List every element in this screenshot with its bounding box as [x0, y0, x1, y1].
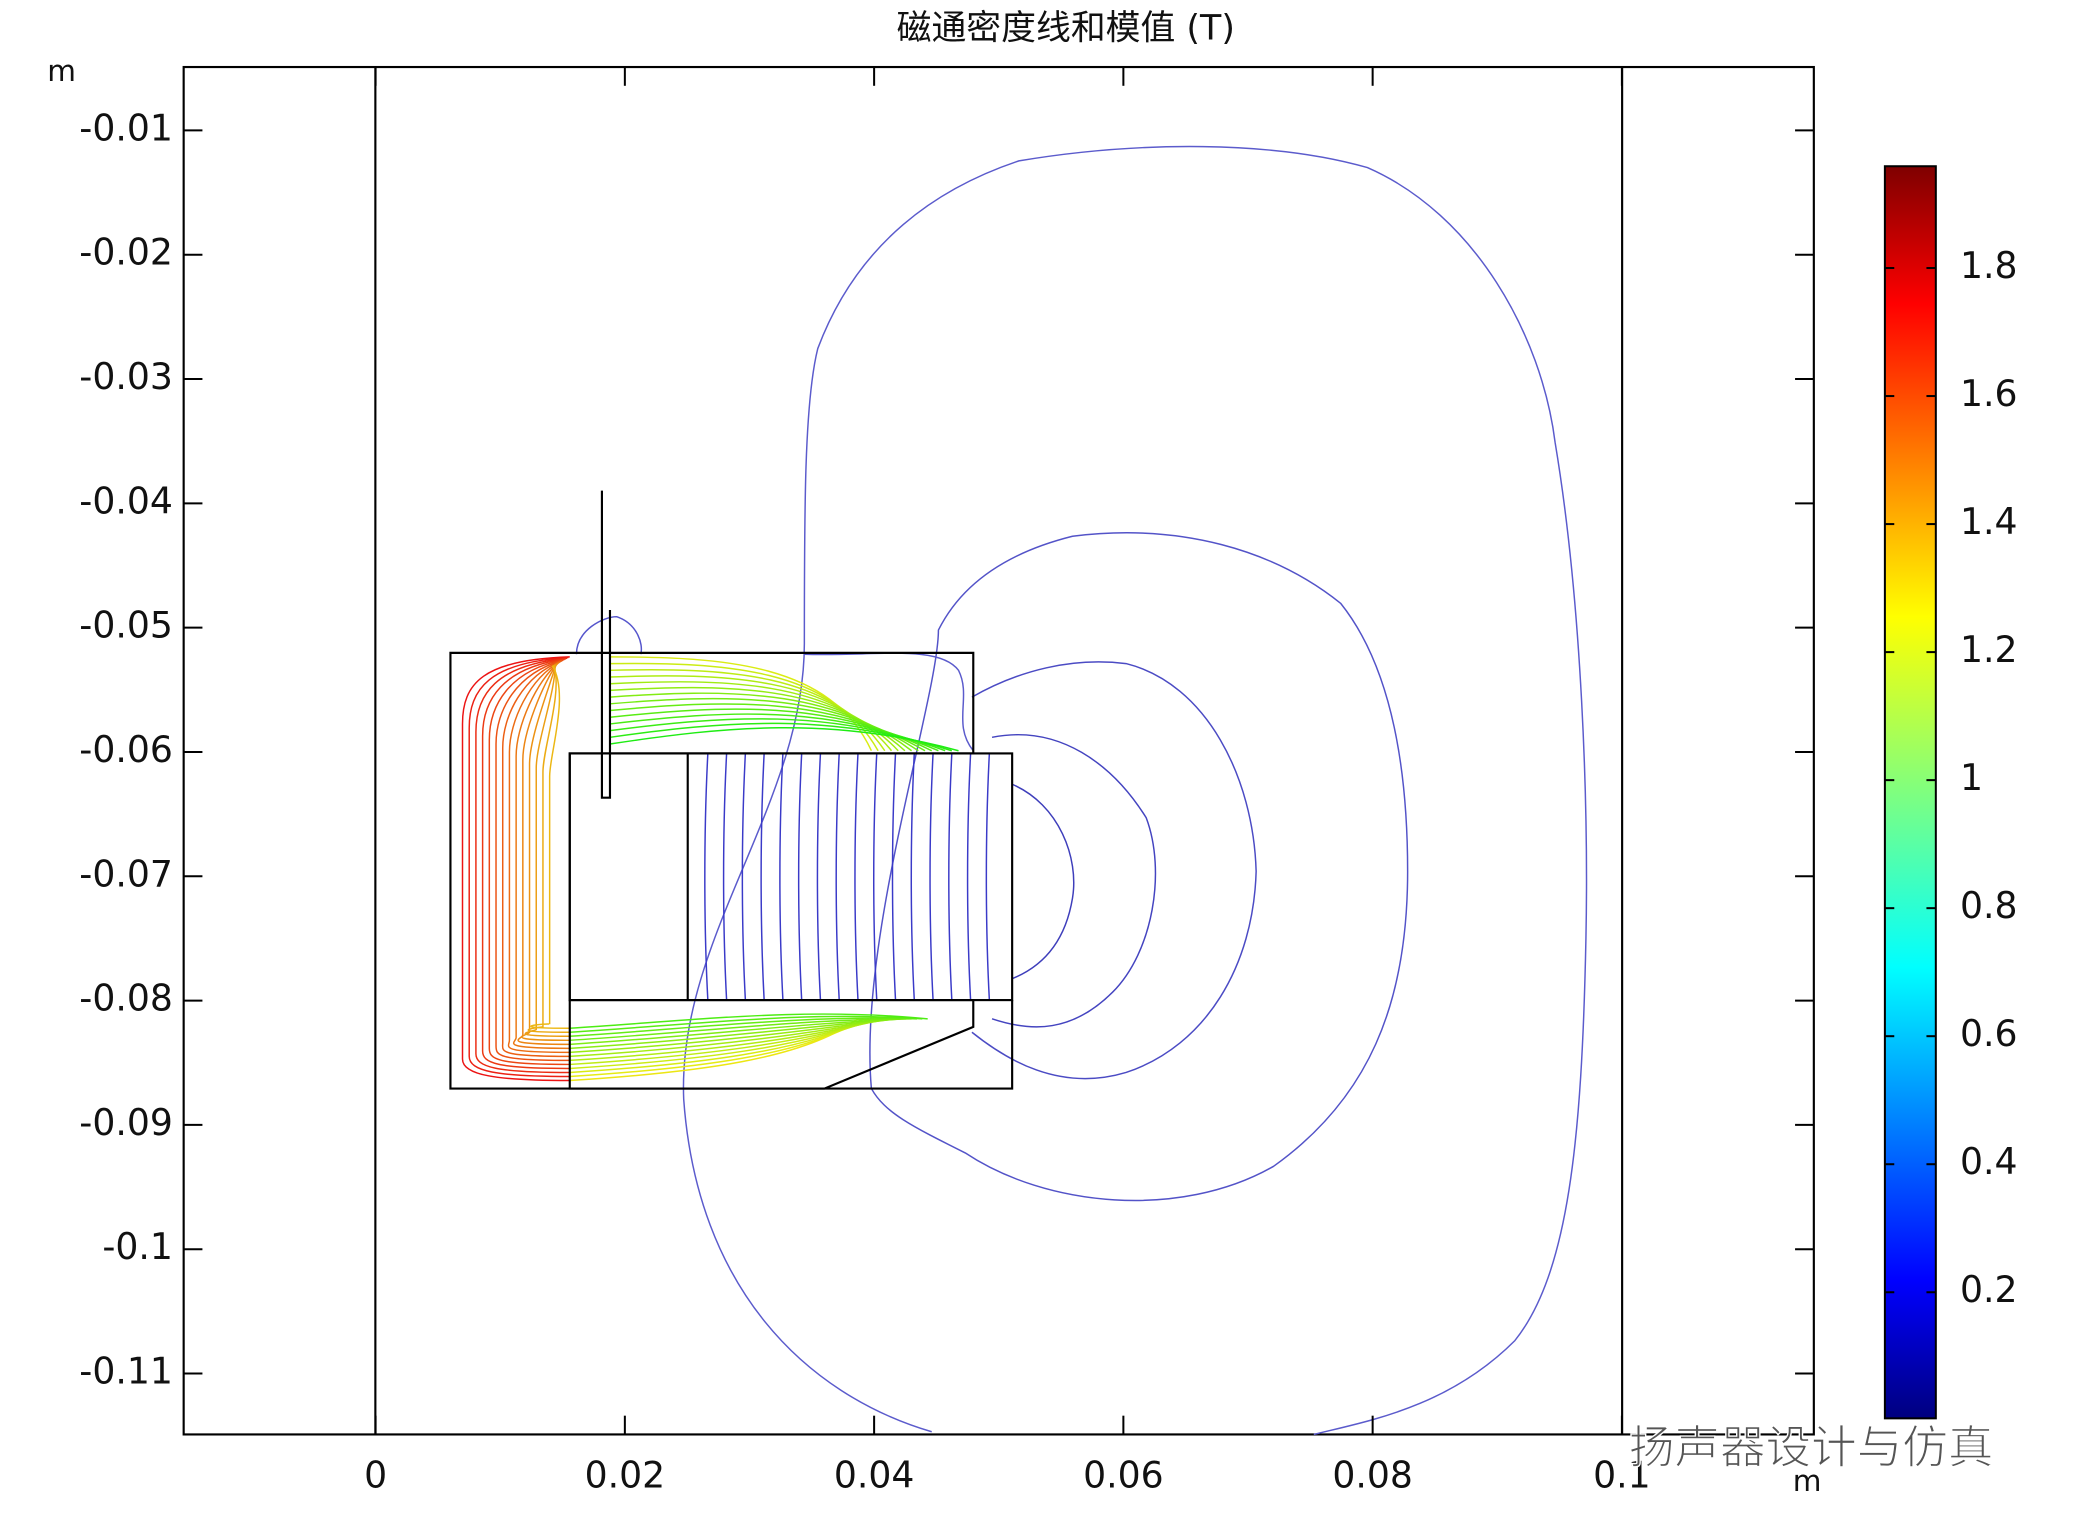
y-tick-label: -0.1	[102, 1225, 173, 1268]
y-tick-label: -0.03	[79, 355, 173, 398]
colorbar	[1883, 165, 1937, 1420]
y-tick-label: -0.04	[79, 479, 173, 522]
y-tick-label: -0.11	[79, 1350, 173, 1393]
x-tick-label: 0.06	[1083, 1453, 1164, 1496]
contour-line	[488, 658, 570, 1066]
contour-line	[569, 1013, 928, 1029]
contour-line	[704, 753, 709, 1001]
contour-line	[929, 753, 934, 1001]
plot-root: 磁通密度线和模值 (T) m m 0 0.02 0.04 0.06 0.08 0.1 -0.…	[47, 8, 2017, 1498]
y-unit: m	[47, 54, 76, 88]
colorbar-tick-label: 1.4	[1960, 500, 2018, 543]
y-tick-label: -0.09	[79, 1101, 173, 1144]
contour-line	[609, 656, 873, 752]
contour-line	[609, 727, 959, 752]
contour-line	[797, 753, 803, 1001]
x-tick-label: 0.08	[1332, 1453, 1413, 1496]
contour-line	[495, 659, 570, 1062]
contour-line	[760, 753, 765, 1001]
contour-line	[513, 661, 570, 1050]
contour-line	[569, 1015, 923, 1033]
contour-line	[804, 652, 974, 752]
y-tick-label: -0.02	[79, 231, 173, 274]
contour-line	[569, 1017, 917, 1038]
contour-line	[517, 662, 570, 1046]
contour-line	[872, 753, 878, 1001]
colorbar-tick-label: 1	[1960, 756, 1983, 799]
colorbar-tick-label: 0.2	[1960, 1268, 2018, 1311]
colorbar-tick-label: 1.6	[1960, 372, 2018, 415]
colorbar-tick-label: 0.4	[1960, 1140, 2018, 1183]
contour-line	[910, 753, 916, 1001]
colorbar-tick-label: 1.2	[1960, 628, 2018, 671]
contour-line	[966, 753, 972, 1001]
plate	[568, 1000, 1014, 1090]
contour-line	[835, 753, 840, 1001]
contour-line	[722, 753, 728, 1001]
contour-line	[985, 753, 991, 1001]
contour-line	[609, 681, 899, 752]
contour-line	[741, 753, 747, 1001]
contour-line	[948, 753, 953, 1001]
contour-line	[971, 661, 1257, 1080]
contour-line	[501, 660, 570, 1058]
contour-line	[869, 532, 1409, 1202]
contour-line	[569, 1018, 907, 1046]
y-tick-label: -0.01	[79, 106, 173, 149]
y-tick-label: -0.05	[79, 604, 173, 647]
geometry	[374, 67, 1624, 1435]
x-tick-label: 0.02	[585, 1453, 666, 1496]
contour-line	[524, 664, 570, 1038]
x-unit: m	[1793, 1464, 1822, 1498]
contour-line	[461, 656, 570, 1082]
contour-line	[569, 1018, 901, 1050]
contour-line	[569, 1018, 891, 1058]
colorbar-tick-label: 0.6	[1960, 1012, 2018, 1055]
y-tick-label: -0.08	[79, 977, 173, 1020]
contour-lines	[461, 145, 1588, 1436]
contour-line	[569, 1018, 896, 1054]
contour-line	[481, 658, 570, 1070]
contour-line	[1011, 783, 1075, 980]
colorbar-tick-label: 1.8	[1960, 244, 2018, 287]
contour-line	[854, 753, 859, 1001]
contour-line	[575, 615, 643, 655]
x-tick-label: 0.1	[1593, 1453, 1651, 1496]
y-tick-label: -0.06	[79, 728, 173, 771]
magnet	[568, 752, 1014, 1002]
contour-line	[569, 1018, 912, 1042]
plot-frame	[182, 65, 1815, 1436]
contour-line	[530, 665, 570, 1029]
x-tick-label: 0	[364, 1453, 387, 1496]
contour-line	[682, 145, 1588, 1436]
contour-line	[468, 656, 570, 1078]
watermark: 扬声器设计与仿真	[1629, 1421, 1994, 1474]
contour-line	[521, 663, 570, 1042]
axes: 0 0.02 0.04 0.06 0.08 0.1 -0.01 -0.02 -0.03 -0.04…	[79, 67, 1814, 1496]
contour-line	[507, 660, 570, 1054]
x-tick-label: 0.04	[834, 1453, 915, 1496]
contour-line	[475, 657, 570, 1074]
contour-line	[609, 708, 933, 752]
chart-title: 磁通密度线和模值 (T)	[897, 8, 1235, 48]
y-tick-label: -0.07	[79, 852, 173, 895]
colorbar-tick-label: 0.8	[1960, 884, 2018, 927]
contour-line	[891, 753, 897, 1001]
voice-coil	[600, 490, 612, 799]
contour-line	[991, 733, 1157, 1028]
contour-line	[527, 664, 570, 1033]
contour-line	[779, 753, 784, 1001]
contour-line	[816, 753, 822, 1001]
